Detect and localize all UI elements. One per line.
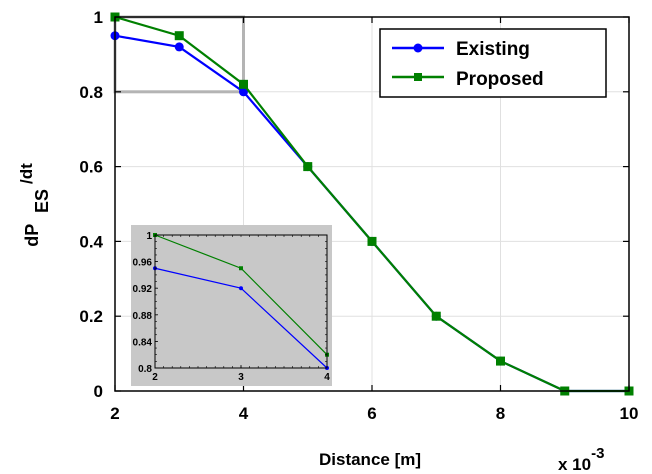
x-tick-label: 4 [239,404,249,423]
legend-marker-existing [413,43,423,53]
x-tick-label: 2 [110,404,119,423]
legend-box [379,28,607,98]
inset-y-tick-label: 0.92 [133,284,153,295]
zoom-region-box [113,15,245,94]
y-axis-label-main: dP [22,224,42,247]
x-axis-label: Distance [m] [319,450,421,469]
inset-x-tick-label: 3 [238,372,244,383]
x-tick-label: 6 [367,404,376,423]
data-point-proposed [367,236,377,246]
data-point-proposed [239,79,248,89]
data-point-proposed [239,266,243,271]
data-point-existing [239,87,248,97]
y-tick-label: 0 [94,382,103,401]
data-point-existing [239,286,243,291]
inset-ticks: 2 3 4 0.8 0.84 0.88 0.92 0.96 1 [133,231,331,383]
y-tick-label: 0.2 [79,307,103,326]
y-axis-label-sub: ES [32,189,52,213]
inset-y-tick-label: 0.8 [138,364,152,375]
svg-text:dP ES /dt: dP ES /dt [17,163,52,247]
x-multiplier-exp: -3 [591,445,604,462]
data-point-proposed [303,162,313,172]
data-point-existing [174,42,184,52]
inset-y-tick-label: 0.88 [133,311,153,322]
legend: Existing Proposed [379,28,607,98]
y-tick-label: 0.4 [79,232,103,251]
y-tick-label: 1 [94,8,103,27]
inset-background [131,225,332,386]
x-tick-label: 10 [620,404,639,423]
legend-marker-proposed [414,73,422,81]
data-point-proposed [431,311,441,321]
data-point-proposed [496,356,505,366]
inset-chart: 2 3 4 0.8 0.84 0.88 0.92 0.96 1 [131,225,332,386]
inset-x-tick-label: 2 [152,372,158,383]
inset-y-tick-label: 0.96 [133,258,153,269]
x-tick-label: 8 [496,404,505,423]
y-axis-label: dP ES /dt [17,163,52,247]
x-multiplier-base: x 10 [558,455,591,474]
legend-label-existing: Existing [456,39,530,60]
inset-x-tick-label: 4 [324,372,330,383]
main-ticks: 2 4 6 8 10 0 0.2 0.4 0.6 0.8 1 [79,8,638,423]
inset-y-tick-label: 1 [146,231,152,242]
data-point-proposed [174,31,184,41]
x-axis-multiplier: x 10-3 [558,445,604,474]
legend-label-proposed: Proposed [456,69,544,90]
inset-y-tick-label: 0.84 [133,337,153,348]
y-axis-label-sup: /dt [17,163,36,184]
y-tick-label: 0.8 [79,83,103,102]
y-tick-label: 0.6 [79,158,103,177]
